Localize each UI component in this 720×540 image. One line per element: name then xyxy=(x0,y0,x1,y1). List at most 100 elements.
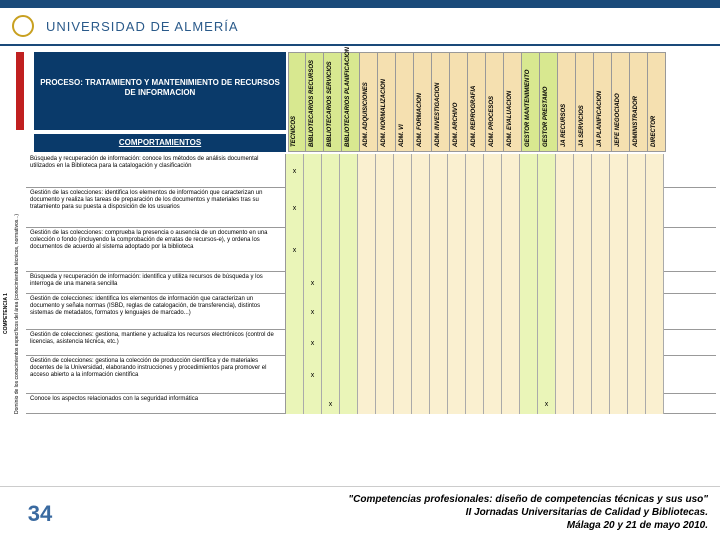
column-header: JA SERVICIOS xyxy=(576,52,594,152)
cell xyxy=(322,228,340,272)
cell xyxy=(484,272,502,294)
cell xyxy=(556,394,574,414)
cell xyxy=(448,330,466,356)
cell xyxy=(466,228,484,272)
cell xyxy=(376,228,394,272)
cell xyxy=(556,188,574,228)
cell xyxy=(520,272,538,294)
cell xyxy=(520,228,538,272)
cell xyxy=(592,188,610,228)
cell xyxy=(610,356,628,394)
cell xyxy=(646,356,664,394)
row-cells: x xyxy=(286,228,664,271)
column-header-label: BIBLIOTECARIOS RECURSOS xyxy=(309,60,315,147)
cell xyxy=(466,356,484,394)
cell xyxy=(448,272,466,294)
cell xyxy=(340,356,358,394)
cell xyxy=(430,188,448,228)
cell xyxy=(556,228,574,272)
row-cells: xx xyxy=(286,394,664,413)
cell xyxy=(484,188,502,228)
cell xyxy=(574,154,592,188)
cell xyxy=(646,394,664,414)
cell xyxy=(538,356,556,394)
cell xyxy=(358,188,376,228)
column-header-label: ADM. INVESTIGACION xyxy=(435,83,441,147)
cell xyxy=(430,330,448,356)
cell xyxy=(394,272,412,294)
cell xyxy=(394,330,412,356)
column-header: ADM. FORMACION xyxy=(414,52,432,152)
cell: x xyxy=(304,356,322,394)
cell xyxy=(646,330,664,356)
cell xyxy=(574,294,592,330)
cell xyxy=(448,356,466,394)
column-header: GESTOR PRESTAMO xyxy=(540,52,558,152)
cell xyxy=(394,394,412,414)
cell xyxy=(628,294,646,330)
cell xyxy=(628,272,646,294)
cell: x xyxy=(304,330,322,356)
cell xyxy=(322,330,340,356)
logo-inner xyxy=(12,15,34,37)
row-label: Gestión de las colecciones: identifica l… xyxy=(26,188,286,227)
column-header-label: JA SERVICIOS xyxy=(579,105,585,147)
cell xyxy=(412,228,430,272)
cell xyxy=(538,272,556,294)
cell xyxy=(556,154,574,188)
cell xyxy=(574,272,592,294)
cell xyxy=(628,154,646,188)
cell: x xyxy=(538,394,556,414)
row-cells: x xyxy=(286,272,664,293)
cell xyxy=(646,272,664,294)
cell xyxy=(394,356,412,394)
column-header-label: GESTOR MANTENIMIENTO xyxy=(525,70,531,147)
row-cells: x xyxy=(286,154,664,187)
column-header-label: BIBLIOTECARIOS SERVICIOS xyxy=(327,61,333,147)
cell xyxy=(610,188,628,228)
cell xyxy=(610,330,628,356)
cell xyxy=(322,188,340,228)
cell xyxy=(340,154,358,188)
cell xyxy=(574,394,592,414)
cell xyxy=(610,294,628,330)
cell xyxy=(592,394,610,414)
cell xyxy=(430,294,448,330)
cell xyxy=(286,394,304,414)
cell xyxy=(466,188,484,228)
cell xyxy=(286,330,304,356)
university-name: UNIVERSIDAD DE ALMERÍA xyxy=(46,19,239,34)
cell xyxy=(412,188,430,228)
column-header-label: ADM. EVALUACION xyxy=(507,91,513,147)
cell xyxy=(340,294,358,330)
cell xyxy=(628,228,646,272)
header: UNIVERSIDAD DE ALMERÍA xyxy=(0,8,720,46)
cell xyxy=(502,356,520,394)
cell xyxy=(592,294,610,330)
cell xyxy=(448,154,466,188)
footer-line3: Málaga 20 y 21 de mayo 2010. xyxy=(80,519,708,532)
cell xyxy=(520,330,538,356)
cell xyxy=(574,228,592,272)
cell xyxy=(322,272,340,294)
cell xyxy=(340,330,358,356)
cell xyxy=(574,188,592,228)
cell xyxy=(358,228,376,272)
column-header: GESTOR MANTENIMIENTO xyxy=(522,52,540,152)
column-header-label: BIBLIOTECARIOS PLANIFICACION xyxy=(345,47,351,147)
cell xyxy=(646,154,664,188)
cell xyxy=(358,356,376,394)
cell xyxy=(484,394,502,414)
cell xyxy=(556,272,574,294)
cell xyxy=(592,272,610,294)
cell xyxy=(646,294,664,330)
cell xyxy=(520,188,538,228)
cell xyxy=(448,228,466,272)
cell xyxy=(430,154,448,188)
cell xyxy=(448,294,466,330)
cell xyxy=(484,356,502,394)
cell xyxy=(412,154,430,188)
column-header-label: ADM. VI xyxy=(399,124,405,147)
cell xyxy=(466,294,484,330)
cell xyxy=(556,294,574,330)
